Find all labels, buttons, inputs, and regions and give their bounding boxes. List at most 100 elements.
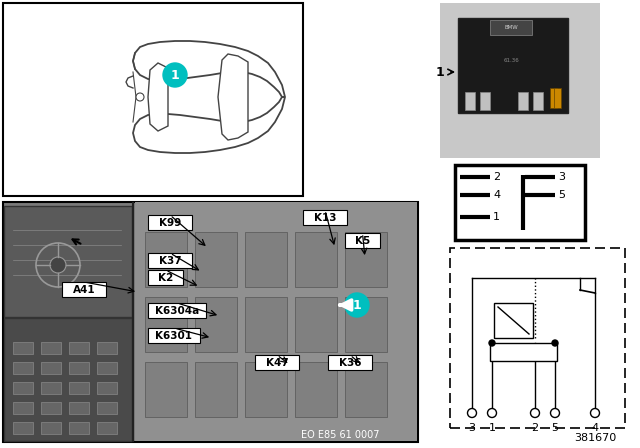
- Bar: [4, 206, 132, 317]
- Bar: [13, 362, 33, 374]
- Bar: [13, 402, 33, 414]
- Bar: [69, 422, 89, 434]
- Bar: [97, 382, 117, 394]
- Bar: [148, 303, 206, 318]
- Text: 2: 2: [531, 423, 539, 433]
- Bar: [97, 422, 117, 434]
- Bar: [494, 303, 533, 338]
- Bar: [450, 248, 625, 428]
- Bar: [69, 342, 89, 354]
- Bar: [69, 402, 89, 414]
- Circle shape: [345, 293, 369, 317]
- Bar: [295, 362, 337, 417]
- Circle shape: [488, 409, 497, 418]
- Bar: [458, 18, 568, 113]
- Bar: [345, 232, 387, 287]
- Bar: [148, 253, 192, 268]
- Text: K6304a: K6304a: [155, 306, 199, 315]
- Text: K36: K36: [339, 358, 361, 367]
- Bar: [533, 92, 543, 110]
- Text: 5: 5: [558, 190, 565, 200]
- Bar: [148, 270, 183, 285]
- Text: K13: K13: [314, 212, 336, 223]
- Bar: [145, 232, 187, 287]
- Circle shape: [163, 63, 187, 87]
- Bar: [550, 88, 557, 108]
- Text: K6301: K6301: [156, 331, 193, 340]
- Bar: [255, 355, 299, 370]
- Bar: [145, 297, 187, 352]
- Bar: [328, 355, 372, 370]
- Bar: [13, 342, 33, 354]
- Circle shape: [136, 93, 144, 101]
- Bar: [480, 92, 490, 110]
- Bar: [13, 382, 33, 394]
- Circle shape: [550, 409, 559, 418]
- Bar: [455, 165, 585, 240]
- Text: 3: 3: [558, 172, 565, 182]
- Bar: [195, 297, 237, 352]
- Bar: [41, 362, 61, 374]
- Bar: [13, 422, 33, 434]
- Bar: [97, 402, 117, 414]
- Bar: [3, 202, 418, 442]
- Text: BMW: BMW: [504, 25, 518, 30]
- Bar: [245, 297, 287, 352]
- Circle shape: [531, 409, 540, 418]
- Text: 3: 3: [468, 423, 476, 433]
- Text: 2: 2: [493, 172, 500, 182]
- Circle shape: [591, 409, 600, 418]
- Text: 1: 1: [488, 423, 495, 433]
- Bar: [345, 362, 387, 417]
- Text: K2: K2: [158, 272, 173, 283]
- Bar: [490, 20, 532, 35]
- Polygon shape: [218, 54, 248, 140]
- Text: K99: K99: [159, 217, 181, 228]
- Bar: [135, 202, 417, 441]
- Bar: [3, 3, 303, 196]
- Text: 61.36: 61.36: [503, 57, 519, 63]
- Bar: [97, 362, 117, 374]
- Text: A41: A41: [73, 284, 95, 294]
- Bar: [295, 232, 337, 287]
- Bar: [245, 232, 287, 287]
- Text: 4: 4: [493, 190, 500, 200]
- Text: 5: 5: [552, 423, 559, 433]
- Bar: [195, 362, 237, 417]
- Bar: [62, 282, 106, 297]
- Bar: [195, 232, 237, 287]
- Bar: [490, 343, 557, 361]
- Bar: [69, 382, 89, 394]
- Text: 1: 1: [171, 69, 179, 82]
- Text: 1: 1: [353, 298, 362, 311]
- Circle shape: [50, 257, 66, 273]
- Bar: [41, 422, 61, 434]
- Polygon shape: [148, 63, 168, 131]
- Bar: [518, 92, 528, 110]
- Bar: [345, 233, 380, 248]
- Circle shape: [552, 340, 558, 346]
- Bar: [554, 88, 561, 108]
- Text: K47: K47: [266, 358, 289, 367]
- Bar: [41, 402, 61, 414]
- Bar: [303, 210, 347, 225]
- Bar: [41, 382, 61, 394]
- Bar: [97, 342, 117, 354]
- Bar: [465, 92, 475, 110]
- Bar: [148, 328, 200, 343]
- Text: 381670: 381670: [574, 433, 616, 443]
- Text: 1: 1: [435, 65, 444, 78]
- Bar: [4, 318, 132, 441]
- Bar: [440, 3, 600, 158]
- Polygon shape: [133, 41, 285, 153]
- Text: K5: K5: [355, 236, 370, 246]
- Bar: [69, 362, 89, 374]
- Bar: [145, 362, 187, 417]
- Text: 1: 1: [493, 212, 500, 222]
- Bar: [41, 342, 61, 354]
- Bar: [295, 297, 337, 352]
- Bar: [345, 297, 387, 352]
- Bar: [148, 215, 192, 230]
- Circle shape: [489, 340, 495, 346]
- Text: EO E85 61 0007: EO E85 61 0007: [301, 430, 380, 440]
